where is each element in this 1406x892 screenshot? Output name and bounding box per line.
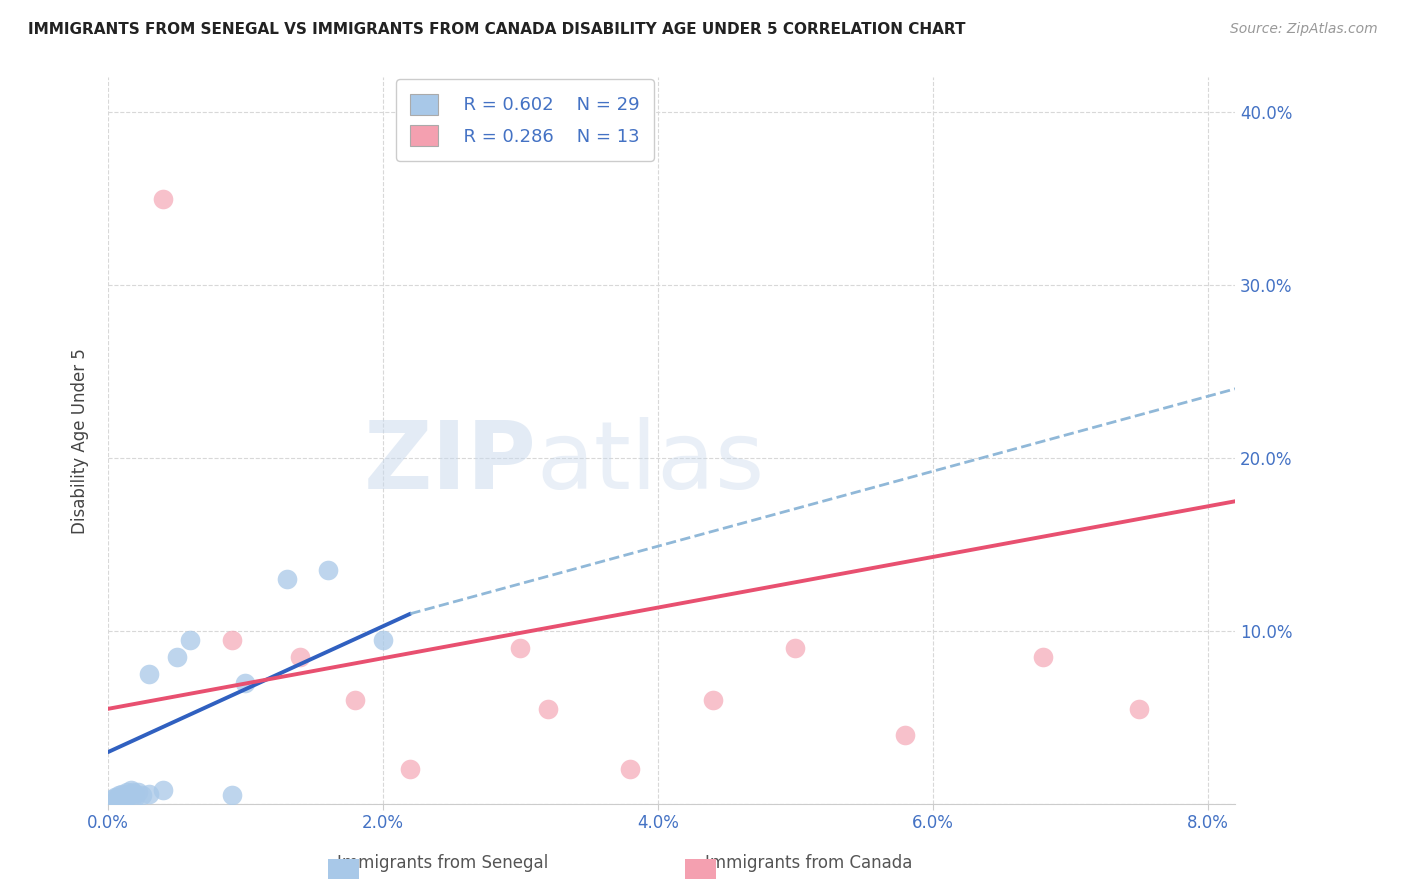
Point	[118, 789, 141, 803]
Point	[111, 787, 134, 801]
Point	[152, 192, 174, 206]
Text: Immigrants from Canada: Immigrants from Canada	[704, 855, 912, 872]
Point	[509, 641, 531, 656]
Point	[290, 649, 312, 664]
Text: atlas: atlas	[536, 417, 765, 508]
Point	[371, 632, 394, 647]
Point	[105, 792, 128, 806]
Text: ZIP: ZIP	[364, 417, 536, 508]
Point	[166, 649, 188, 664]
Point	[124, 787, 146, 801]
Point	[537, 702, 560, 716]
Point	[104, 790, 127, 805]
Point	[702, 693, 724, 707]
Point	[399, 763, 422, 777]
Point	[138, 667, 160, 681]
Point	[785, 641, 807, 656]
Y-axis label: Disability Age Under 5: Disability Age Under 5	[72, 348, 89, 533]
Point	[101, 792, 124, 806]
Point	[235, 676, 257, 690]
Text: IMMIGRANTS FROM SENEGAL VS IMMIGRANTS FROM CANADA DISABILITY AGE UNDER 5 CORRELA: IMMIGRANTS FROM SENEGAL VS IMMIGRANTS FR…	[28, 22, 966, 37]
Point	[117, 787, 139, 801]
Point	[107, 790, 129, 805]
Point	[619, 763, 641, 777]
Point	[221, 789, 243, 803]
Point	[110, 792, 132, 806]
Point	[115, 790, 138, 805]
Point	[179, 632, 201, 647]
Point	[108, 789, 131, 803]
Point	[131, 789, 153, 803]
Text: Immigrants from Senegal: Immigrants from Senegal	[337, 855, 548, 872]
Point	[344, 693, 367, 707]
Legend:   R = 0.602    N = 29,   R = 0.286    N = 13: R = 0.602 N = 29, R = 0.286 N = 13	[396, 79, 654, 161]
Point	[1032, 649, 1054, 664]
Point	[138, 787, 160, 801]
Point	[115, 785, 138, 799]
Text: Source: ZipAtlas.com: Source: ZipAtlas.com	[1230, 22, 1378, 37]
Point	[221, 632, 243, 647]
Point	[120, 783, 142, 797]
Point	[127, 785, 149, 799]
Point	[1128, 702, 1150, 716]
Point	[111, 790, 134, 805]
Point	[276, 572, 298, 586]
Point	[124, 790, 146, 805]
Point	[316, 564, 339, 578]
Point	[152, 783, 174, 797]
Point	[114, 792, 136, 806]
Point	[894, 728, 917, 742]
Point	[121, 785, 143, 799]
